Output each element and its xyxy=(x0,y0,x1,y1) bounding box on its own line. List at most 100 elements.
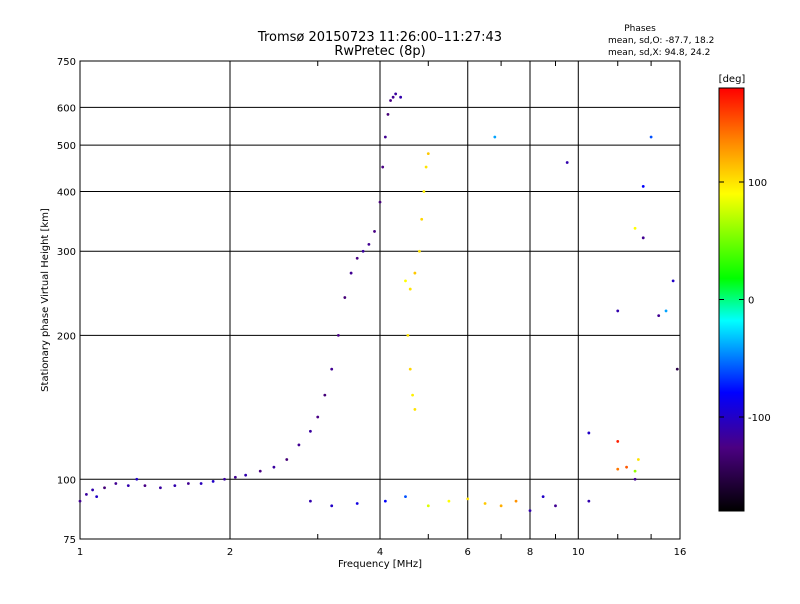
x-axis-label: Frequency [MHz] xyxy=(338,559,422,570)
data-point xyxy=(499,504,503,508)
data-point xyxy=(675,367,679,371)
data-point xyxy=(95,495,99,498)
data-point xyxy=(616,440,620,443)
data-point xyxy=(641,236,645,240)
data-point xyxy=(394,92,398,96)
x-tick-label: 6 xyxy=(465,547,471,558)
data-point xyxy=(258,469,262,473)
data-point xyxy=(541,495,545,498)
data-point xyxy=(367,243,371,246)
data-point xyxy=(143,484,147,488)
phases-x: mean, sd,X: 94.8, 24.2 xyxy=(608,48,710,58)
data-point xyxy=(114,482,118,485)
data-point xyxy=(349,271,353,275)
data-point xyxy=(309,499,312,503)
data-point xyxy=(135,477,139,481)
data-point xyxy=(343,296,347,299)
data-point xyxy=(411,393,414,397)
data-point xyxy=(383,135,387,139)
x-tick-label: 2 xyxy=(227,547,233,558)
y-tick-label: 400 xyxy=(57,187,76,198)
data-point xyxy=(404,495,407,498)
colorbar: [deg] 100 0 -100 xyxy=(718,74,771,512)
data-point xyxy=(671,279,675,283)
data-point xyxy=(199,482,203,485)
data-point xyxy=(330,504,334,508)
data-point xyxy=(420,217,424,221)
data-point xyxy=(424,165,428,169)
data-point xyxy=(404,279,407,283)
data-point xyxy=(378,200,382,204)
data-point xyxy=(514,499,518,503)
data-point xyxy=(528,509,532,512)
data-point xyxy=(413,271,417,275)
data-point xyxy=(554,504,557,508)
x-tick-label: 8 xyxy=(527,547,533,558)
data-point xyxy=(186,482,190,485)
data-point xyxy=(426,504,430,508)
data-point xyxy=(587,499,591,503)
data-point xyxy=(664,309,668,313)
phases-title: Phases xyxy=(624,24,656,34)
data-point xyxy=(103,486,106,490)
data-point xyxy=(649,135,653,139)
data-point xyxy=(297,443,301,447)
data-point xyxy=(426,152,430,156)
colorbar-label: [deg] xyxy=(719,74,746,85)
colorbar-tick-label: -100 xyxy=(748,413,771,424)
data-point xyxy=(355,256,359,260)
x-tick-label: 16 xyxy=(674,547,687,558)
data-point xyxy=(418,249,421,253)
data-point xyxy=(616,309,620,313)
data-point xyxy=(641,184,645,188)
data-point xyxy=(223,477,226,481)
data-point xyxy=(173,484,177,488)
data-point xyxy=(413,408,417,411)
data-point xyxy=(159,486,162,490)
chart-title-line2: RwPretec (8p) xyxy=(334,44,425,59)
data-point xyxy=(211,479,215,483)
data-point xyxy=(386,112,390,116)
data-point xyxy=(565,161,569,164)
data-point xyxy=(316,415,320,419)
data-point xyxy=(383,499,387,503)
colorbar-tick-label: 0 xyxy=(748,296,754,307)
data-point xyxy=(391,95,395,99)
data-point xyxy=(447,499,451,503)
data-point xyxy=(408,367,412,371)
data-point xyxy=(330,367,334,371)
x-tick-label: 10 xyxy=(572,547,585,558)
y-tick-label: 200 xyxy=(57,331,76,342)
colorbar-tick-label: 100 xyxy=(748,178,767,189)
chart-title-line1: Tromsø 20150723 11:26:00–11:27:43 xyxy=(257,30,502,45)
data-point xyxy=(633,226,637,230)
y-tick-label: 600 xyxy=(57,103,76,114)
data-point xyxy=(587,431,591,435)
data-point xyxy=(406,333,410,337)
data-point xyxy=(408,287,412,291)
data-point xyxy=(422,190,426,193)
data-point xyxy=(616,467,620,471)
data-point xyxy=(389,99,392,102)
y-tick-label: 750 xyxy=(57,57,76,68)
data-point xyxy=(233,475,237,479)
data-point xyxy=(126,484,130,488)
x-tick-label: 4 xyxy=(377,547,383,558)
data-point xyxy=(336,333,340,337)
data-point xyxy=(633,477,637,481)
y-tick-label: 300 xyxy=(57,247,76,258)
y-axis-label: Stationary phase Virtual Height [km] xyxy=(40,208,51,392)
y-tick-label: 500 xyxy=(57,141,76,152)
data-point xyxy=(309,429,312,433)
data-point xyxy=(91,488,95,492)
data-point xyxy=(636,458,640,461)
data-point xyxy=(78,499,82,503)
data-point xyxy=(285,458,289,461)
phases-o: mean, sd,O: -87.7, 18.2 xyxy=(608,36,714,46)
data-point xyxy=(483,502,487,505)
data-point xyxy=(466,497,470,501)
data-point xyxy=(355,502,359,505)
data-point xyxy=(381,165,385,169)
